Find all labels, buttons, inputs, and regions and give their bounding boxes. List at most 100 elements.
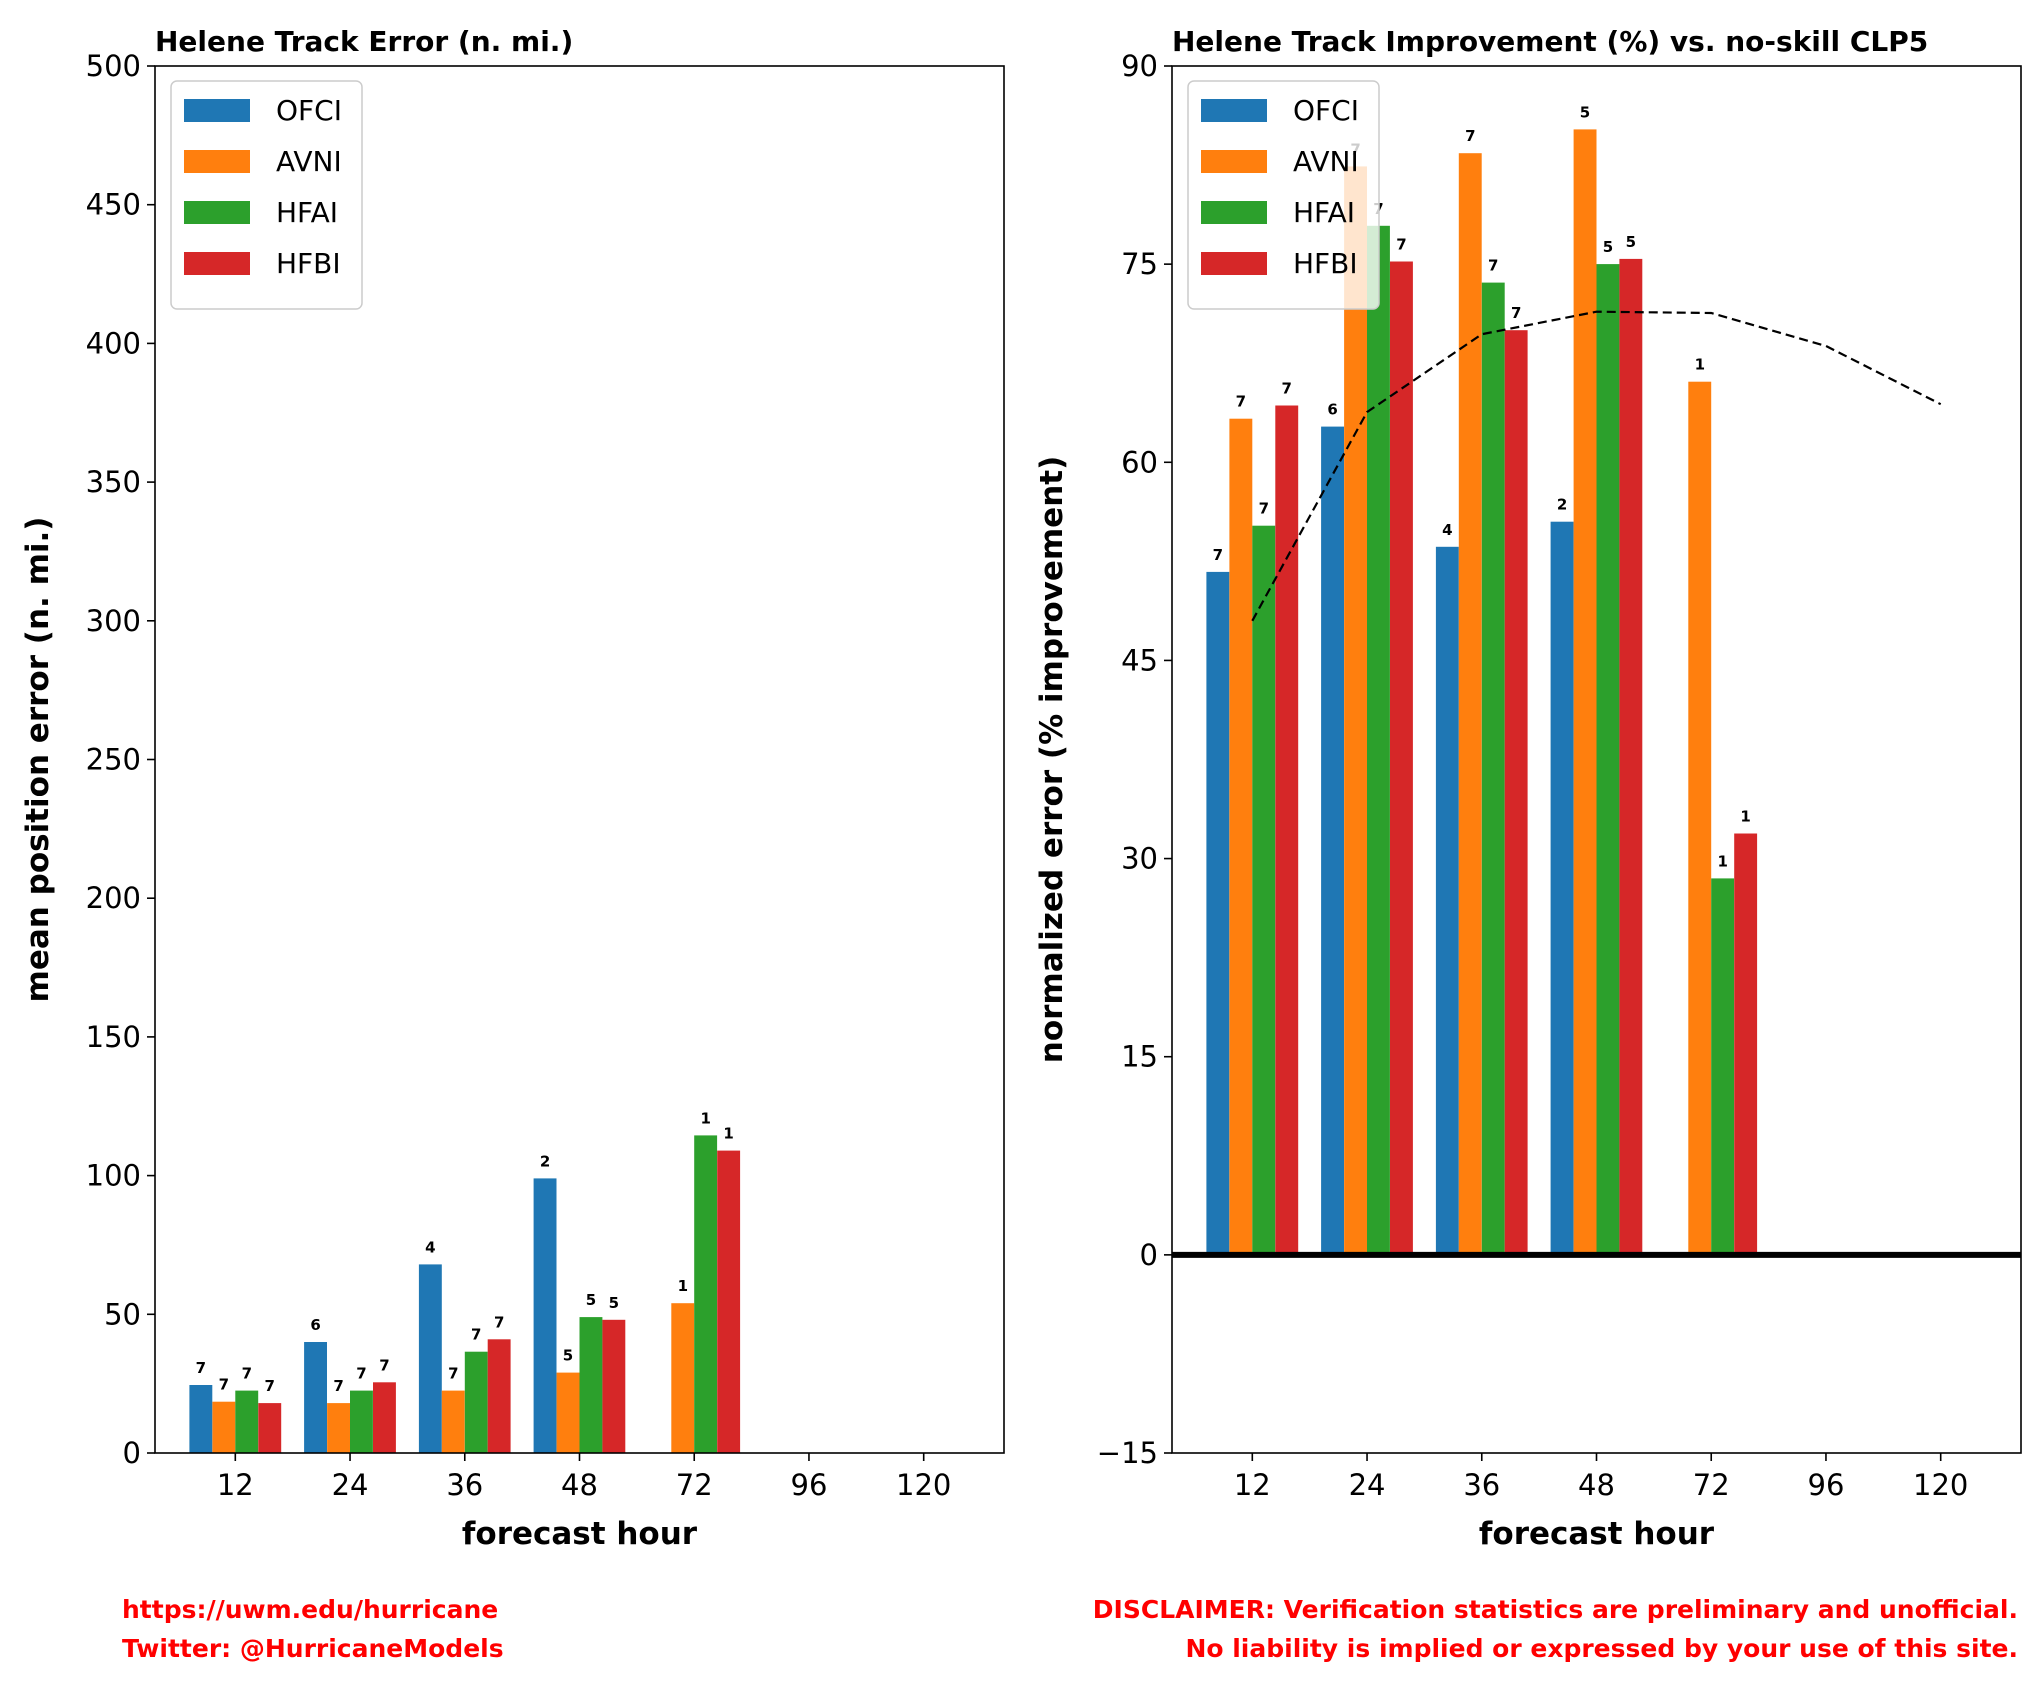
legend-swatch-hfbi [1201,252,1267,275]
count-label: 7 [494,1313,504,1331]
count-label: 1 [723,1125,733,1143]
x-tick-label: 12 [217,1468,254,1502]
count-label: 4 [425,1238,435,1256]
footer-twitter[interactable]: Twitter: @HurricaneModels [122,1634,504,1663]
count-label: 1 [1740,808,1750,826]
y-axis-label: mean position error (n. mi.) [20,517,56,1003]
bar-hfbi-72 [717,1150,741,1453]
y-tick-label: 350 [86,465,141,499]
count-label: 6 [1327,401,1337,419]
disclaimer-line-1: DISCLAIMER: Verification statistics are … [1092,1595,2018,1624]
chart-title: Helene Track Improvement (%) vs. no-skil… [1172,25,1928,58]
bar-hfai-12 [235,1390,259,1453]
y-tick-label: 100 [86,1159,141,1193]
legend-swatch-ofci [1201,99,1267,122]
y-tick-label: 0 [1140,1238,1158,1272]
count-label: 7 [1488,257,1498,275]
count-label: 7 [1213,546,1223,564]
y-tick-label: 250 [86,743,141,777]
count-label: 7 [1259,500,1269,518]
y-tick-label: 300 [86,604,141,638]
disclaimer-line-2: No liability is implied or expressed by … [1185,1634,2018,1663]
count-label: 7 [264,1377,274,1395]
footer-url[interactable]: https://uwm.edu/hurricane [122,1595,499,1624]
count-label: 7 [333,1377,343,1395]
count-label: 1 [700,1109,710,1127]
bar-hfbi-24 [1390,261,1413,1255]
bar-ofci-12 [1206,571,1230,1255]
x-axis-label: forecast hour [462,1516,698,1552]
legend-label-avni: AVNI [276,145,342,178]
legend-swatch-hfbi [184,252,250,275]
x-axis-label: forecast hour [1479,1516,1715,1552]
x-tick-label: 48 [561,1468,598,1502]
bar-ofci-24 [1321,426,1344,1255]
bar-ofci-36 [1435,546,1459,1255]
y-tick-label: 450 [86,188,141,222]
count-label: 7 [1396,236,1406,254]
y-tick-label: 15 [1121,1040,1158,1074]
count-label: 7 [1511,304,1521,322]
count-label: 7 [242,1365,252,1383]
count-label: 5 [1603,238,1613,256]
bar-avni-48 [556,1372,580,1453]
bar-hfai-12 [1252,525,1276,1255]
x-tick-label: 120 [1913,1468,1968,1502]
x-tick-label: 24 [332,1468,369,1502]
count-label: 7 [196,1359,206,1377]
count-label: 1 [1717,852,1727,870]
count-label: 4 [1442,521,1452,539]
bar-hfbi-12 [1275,405,1299,1255]
x-tick-label: 48 [1578,1468,1615,1502]
bar-hfai-24 [350,1390,373,1453]
count-label: 7 [379,1356,389,1374]
count-label: 7 [1465,127,1475,145]
count-label: 2 [540,1152,550,1170]
y-tick-label: −15 [1097,1436,1158,1470]
count-label: 5 [1580,103,1590,121]
count-label: 1 [1695,356,1705,374]
count-label: 5 [1626,233,1636,251]
bar-avni-24 [1344,166,1367,1255]
count-label: 7 [356,1365,366,1383]
legend-label-ofci: OFCI [276,94,342,127]
bar-hfbi-72 [1734,833,1758,1255]
legend-label-ofci: OFCI [1293,94,1359,127]
count-label: 7 [1236,393,1246,411]
count-label: 7 [471,1326,481,1344]
bar-hfai-24 [1367,225,1390,1255]
chart-title: Helene Track Error (n. mi.) [155,25,573,58]
bar-hfbi-48 [602,1319,626,1453]
bar-hfbi-12 [258,1403,282,1453]
reference-line-clp5 [1251,310,1942,622]
x-tick-label: 96 [1808,1468,1845,1502]
x-tick-label: 24 [1349,1468,1386,1502]
x-tick-label: 36 [1463,1468,1500,1502]
bar-ofci-36 [418,1264,442,1453]
x-tick-label: 72 [1693,1468,1730,1502]
x-tick-label: 120 [896,1468,951,1502]
bar-hfbi-36 [487,1339,511,1453]
legend-swatch-avni [1201,150,1267,173]
y-tick-label: 45 [1121,643,1158,677]
count-label: 5 [586,1291,596,1309]
count-label: 5 [609,1294,619,1312]
legend-swatch-avni [184,150,250,173]
x-tick-label: 72 [676,1468,713,1502]
footer-disclaimer: DISCLAIMER: Verification statistics are … [1093,1590,2018,1668]
x-tick-label: 36 [446,1468,483,1502]
bar-ofci-48 [533,1178,557,1453]
x-tick-label: 96 [791,1468,828,1502]
bar-avni-12 [1229,418,1253,1255]
y-tick-label: 90 [1121,49,1158,83]
legend-swatch-hfai [184,201,250,224]
bar-avni-72 [1688,381,1712,1255]
count-label: 5 [563,1347,573,1365]
bar-hfbi-24 [373,1382,396,1453]
count-label: 7 [219,1376,229,1394]
legend-swatch-hfai [1201,201,1267,224]
y-tick-label: 30 [1121,842,1158,876]
bar-hfai-36 [1481,282,1505,1255]
